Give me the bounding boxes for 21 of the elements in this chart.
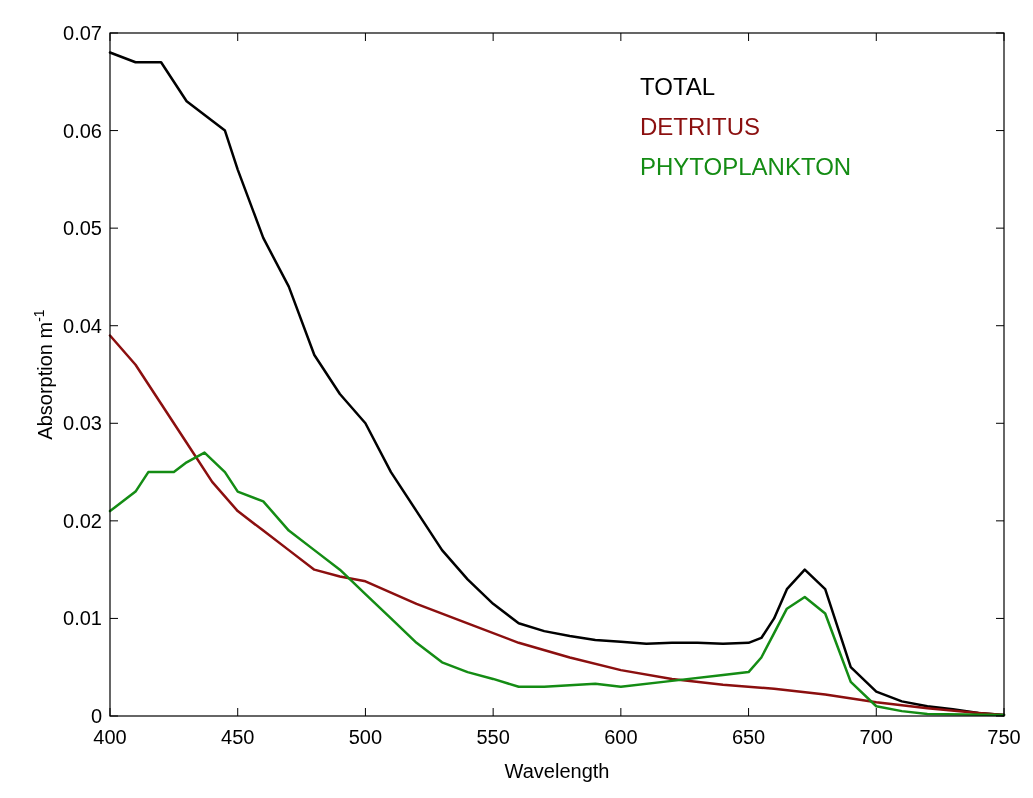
y-tick-label: 0.06 [63, 119, 102, 142]
y-tick-label: 0.07 [63, 22, 102, 44]
y-tick-label: 0.01 [63, 607, 102, 630]
text: PHYTOPLANKTON [640, 153, 852, 180]
x-axis-title: Wavelength [504, 760, 610, 782]
y-tick-label: 0 [90, 705, 102, 727]
x-tick-label: 500 [348, 726, 383, 748]
text: DETRITUS [640, 113, 760, 140]
y-tick-label: 0.02 [63, 509, 102, 532]
x-tick-label: 450 [221, 726, 255, 748]
y-tick-label: 0.04 [63, 314, 102, 337]
text: TOTAL [640, 73, 716, 100]
x-tick-label: 400 [93, 726, 127, 748]
line-series [108, 451, 1006, 717]
x-tick-label: 750 [987, 726, 1021, 748]
x-tick-label: 550 [476, 726, 510, 748]
x-tick-label: 700 [859, 726, 893, 748]
x-tick-label: 600 [604, 726, 638, 748]
y-tick-label: 0.05 [63, 217, 102, 240]
x-tick-label: 650 [731, 726, 766, 748]
y-tick-label: 0.03 [63, 412, 102, 435]
